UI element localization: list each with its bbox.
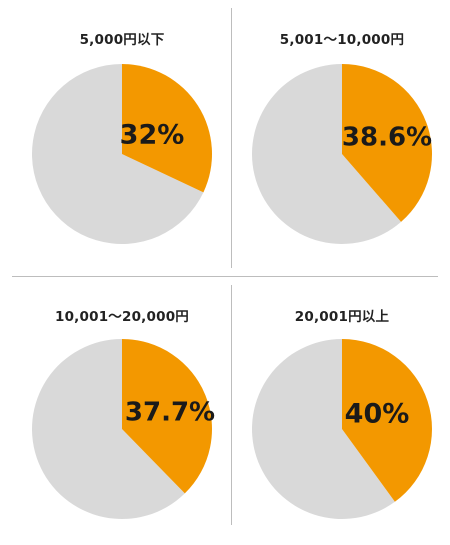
pie-slice-accent <box>342 339 432 502</box>
pie-slice-remainder <box>252 64 402 244</box>
pie-chart: 40% <box>252 339 432 519</box>
pie-chart: 38.6% <box>252 64 432 244</box>
pie-data-label: 40% <box>345 399 410 430</box>
pie-data-label: 32% <box>120 120 185 151</box>
pie-panel-1: 5,000円以下 32% <box>12 8 232 268</box>
pie-chart-grid: 5,000円以下 32% 5,001～10,000円 38.6% 10,001～… <box>12 8 450 525</box>
horizontal-divider <box>12 276 438 277</box>
chart-title: 5,000円以下 <box>79 32 165 48</box>
pie-slice-accent <box>122 339 213 494</box>
pie-slice-remainder <box>32 64 204 244</box>
pie-panel-3: 10,001～20,000円 37.7% <box>12 285 232 545</box>
chart-title: 10,001～20,000円 <box>55 309 189 325</box>
vertical-divider-bottom <box>231 285 232 525</box>
pie-chart: 32% <box>32 64 212 244</box>
pie-data-label: 37.7% <box>125 398 215 428</box>
pie-data-label: 38.6% <box>342 123 432 153</box>
chart-title: 5,001～10,000円 <box>279 32 405 48</box>
chart-title: 20,001円以上 <box>294 309 390 325</box>
pie-slice-remainder <box>32 339 185 519</box>
pie-panel-4: 20,001円以上 40% <box>232 285 450 545</box>
pie-slice-accent <box>122 64 212 193</box>
pie-chart: 37.7% <box>32 339 215 519</box>
pie-slice-remainder <box>252 339 395 519</box>
vertical-divider-top <box>231 8 232 268</box>
pie-panel-2: 5,001～10,000円 38.6% <box>232 8 450 268</box>
pie-slice-accent <box>342 64 432 222</box>
